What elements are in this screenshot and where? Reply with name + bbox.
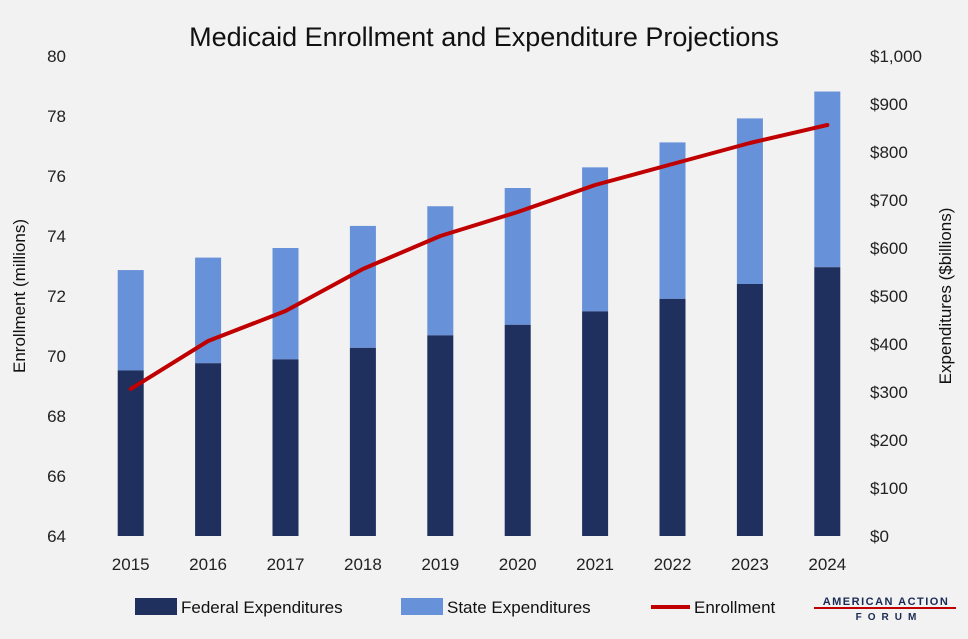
- left-axis-label: Enrollment (millions): [10, 219, 29, 373]
- x-tick-label: 2017: [267, 555, 305, 574]
- left-tick-label: 66: [47, 467, 66, 486]
- legend-label-federal: Federal Expenditures: [181, 598, 343, 617]
- x-tick-label: 2021: [576, 555, 614, 574]
- x-tick-label: 2020: [499, 555, 537, 574]
- x-tick-label: 2022: [654, 555, 692, 574]
- logo-line-2: FORUM: [856, 612, 923, 623]
- bars-group: [117, 91, 841, 536]
- bar-federal-2019: [427, 335, 454, 536]
- bar-federal-2020: [504, 324, 531, 536]
- right-tick-label: $100: [870, 479, 908, 498]
- x-tick-label: 2015: [112, 555, 150, 574]
- bar-federal-2016: [195, 363, 222, 536]
- left-tick-label: 76: [47, 167, 66, 186]
- right-tick-label: $0: [870, 527, 889, 546]
- left-tick-label: 78: [47, 107, 66, 126]
- right-tick-label: $900: [870, 95, 908, 114]
- legend-swatch-federal: [135, 598, 177, 615]
- x-tick-label: 2018: [344, 555, 382, 574]
- right-tick-label: $200: [870, 431, 908, 450]
- left-tick-label: 72: [47, 287, 66, 306]
- bar-state-2018: [349, 225, 376, 348]
- bar-federal-2015: [117, 370, 144, 536]
- left-axis-ticks: 64 66 68 70 72 74 76 78 80: [47, 47, 66, 546]
- bar-state-2015: [117, 270, 144, 371]
- right-tick-label: $700: [870, 191, 908, 210]
- right-tick-label: $1,000: [870, 47, 922, 66]
- right-tick-label: $600: [870, 239, 908, 258]
- right-axis-label: Expenditures ($billions): [936, 208, 955, 385]
- line-group: [128, 123, 830, 391]
- legend-swatch-state: [401, 598, 443, 615]
- right-tick-label: $800: [870, 143, 908, 162]
- chart-title: Medicaid Enrollment and Expenditure Proj…: [189, 22, 779, 52]
- logo-line-1: AMERICAN ACTION: [823, 596, 950, 608]
- x-tick-label: 2019: [421, 555, 459, 574]
- legend-label-state: State Expenditures: [447, 598, 591, 617]
- right-tick-label: $400: [870, 335, 908, 354]
- bar-federal-2022: [659, 298, 686, 536]
- legend-label-enrollment: Enrollment: [694, 598, 776, 617]
- enrollment-line: [128, 123, 830, 391]
- bar-federal-2021: [582, 311, 609, 536]
- bar-state-2022: [659, 142, 686, 299]
- x-tick-label: 2016: [189, 555, 227, 574]
- bar-federal-2017: [272, 359, 299, 536]
- legend: Federal Expenditures State Expenditures …: [135, 598, 776, 617]
- bar-state-2021: [582, 167, 609, 312]
- right-tick-label: $500: [870, 287, 908, 306]
- bar-federal-2018: [349, 347, 376, 536]
- bar-state-2019: [427, 206, 454, 336]
- bar-state-2024: [814, 91, 841, 268]
- left-tick-label: 70: [47, 347, 66, 366]
- left-tick-label: 64: [47, 527, 66, 546]
- left-tick-label: 68: [47, 407, 66, 426]
- bar-federal-2023: [736, 284, 763, 536]
- left-tick-label: 80: [47, 47, 66, 66]
- bar-federal-2024: [814, 267, 841, 536]
- american-action-forum-logo: AMERICAN ACTION FORUM: [814, 596, 956, 623]
- left-tick-label: 74: [47, 227, 66, 246]
- x-axis-ticks: 2015 2016 2017 2018 2019 2020 2021 2022 2023 2024: [112, 555, 846, 574]
- bar-state-2017: [272, 248, 299, 360]
- right-tick-label: $300: [870, 383, 908, 402]
- right-axis-ticks: $0 $100 $200 $300 $400 $500 $600 $700 $800 $900 $1…: [870, 47, 922, 546]
- x-tick-label: 2023: [731, 555, 769, 574]
- x-tick-label: 2024: [808, 555, 846, 574]
